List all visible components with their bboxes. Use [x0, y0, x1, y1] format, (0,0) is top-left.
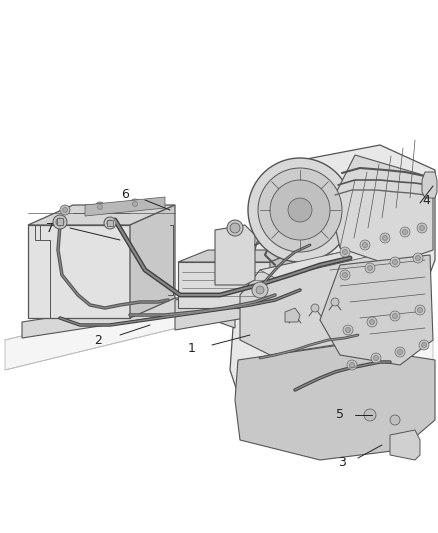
Circle shape — [363, 243, 367, 247]
Circle shape — [256, 286, 264, 294]
Circle shape — [417, 308, 423, 312]
Circle shape — [367, 317, 377, 327]
Circle shape — [95, 202, 105, 212]
Circle shape — [370, 319, 374, 325]
Polygon shape — [178, 262, 270, 308]
Text: 5: 5 — [336, 408, 344, 422]
Circle shape — [130, 199, 140, 209]
Polygon shape — [5, 290, 433, 370]
Polygon shape — [175, 280, 300, 330]
Text: 7: 7 — [46, 222, 54, 235]
Circle shape — [390, 257, 400, 267]
Polygon shape — [330, 155, 433, 265]
Text: 6: 6 — [121, 189, 129, 201]
Circle shape — [311, 304, 319, 312]
Circle shape — [331, 298, 339, 306]
Bar — [107, 220, 113, 226]
Polygon shape — [28, 205, 175, 225]
Circle shape — [63, 207, 67, 213]
Polygon shape — [178, 250, 300, 262]
Circle shape — [419, 340, 429, 350]
Circle shape — [390, 415, 400, 425]
Circle shape — [227, 220, 243, 236]
Circle shape — [420, 225, 424, 230]
Circle shape — [364, 409, 376, 421]
Circle shape — [395, 347, 405, 357]
Circle shape — [56, 218, 64, 226]
Circle shape — [288, 198, 312, 222]
Polygon shape — [240, 248, 400, 355]
Circle shape — [107, 220, 113, 226]
Polygon shape — [260, 248, 375, 278]
Circle shape — [392, 313, 398, 319]
Circle shape — [398, 350, 403, 354]
Polygon shape — [235, 345, 435, 460]
Circle shape — [367, 265, 372, 271]
Circle shape — [340, 270, 350, 280]
Circle shape — [133, 201, 138, 206]
Polygon shape — [215, 225, 255, 285]
Polygon shape — [85, 197, 165, 216]
Circle shape — [343, 325, 353, 335]
Circle shape — [392, 260, 398, 264]
Text: 2: 2 — [94, 334, 102, 346]
Polygon shape — [320, 255, 433, 365]
Text: 1: 1 — [188, 342, 196, 354]
Circle shape — [343, 249, 347, 254]
Circle shape — [60, 205, 70, 215]
Polygon shape — [230, 145, 435, 420]
Circle shape — [421, 343, 427, 348]
Circle shape — [350, 362, 354, 367]
Circle shape — [415, 305, 425, 315]
Circle shape — [380, 233, 390, 243]
Circle shape — [343, 272, 347, 278]
Circle shape — [365, 263, 375, 273]
Circle shape — [413, 253, 423, 263]
Circle shape — [98, 205, 102, 209]
Circle shape — [252, 282, 268, 298]
Polygon shape — [390, 430, 420, 460]
Circle shape — [382, 236, 388, 240]
Circle shape — [417, 223, 427, 233]
Polygon shape — [285, 308, 300, 322]
Circle shape — [390, 311, 400, 321]
Circle shape — [346, 327, 350, 333]
Circle shape — [291, 311, 299, 319]
Circle shape — [371, 353, 381, 363]
Text: 4: 4 — [422, 193, 430, 206]
Circle shape — [403, 230, 407, 235]
Circle shape — [360, 240, 370, 250]
Circle shape — [248, 158, 352, 262]
Bar — [57, 218, 63, 225]
Circle shape — [416, 255, 420, 261]
Polygon shape — [28, 225, 130, 318]
Circle shape — [230, 223, 240, 233]
Circle shape — [374, 356, 378, 360]
Text: 3: 3 — [338, 456, 346, 469]
Polygon shape — [130, 205, 175, 318]
Circle shape — [270, 180, 330, 240]
Circle shape — [104, 217, 116, 229]
Circle shape — [400, 227, 410, 237]
Polygon shape — [422, 172, 437, 198]
Circle shape — [258, 168, 342, 252]
Circle shape — [340, 247, 350, 257]
Circle shape — [53, 215, 67, 229]
Polygon shape — [270, 250, 300, 308]
Polygon shape — [22, 296, 235, 338]
Circle shape — [347, 360, 357, 370]
